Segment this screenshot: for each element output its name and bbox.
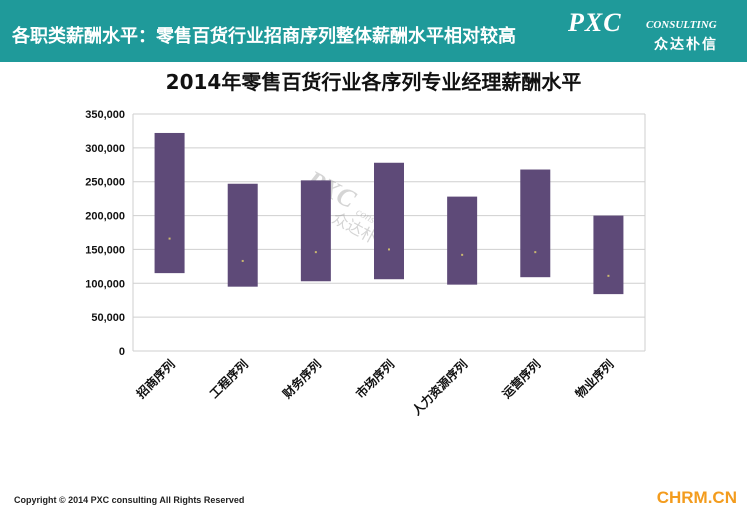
y-tick-label: 50,000 <box>91 312 125 324</box>
y-tick-label: 350,000 <box>85 109 125 121</box>
range-bar <box>300 180 331 282</box>
median-marker <box>607 274 610 277</box>
x-tick-label: 运营序列 <box>499 357 544 402</box>
logo-main-text: PXC <box>568 8 622 37</box>
median-marker <box>461 253 464 256</box>
y-tick-label: 0 <box>119 346 125 358</box>
y-tick-labels: 0 50,000 100,000 150,000 200,000 250,000 300,0… <box>85 109 125 358</box>
median-marker <box>388 248 390 251</box>
range-bar <box>593 215 624 295</box>
x-tick-label: 工程序列 <box>206 357 251 402</box>
logo-cn-text: 众达朴信 <box>654 37 718 53</box>
range-bar <box>154 132 185 274</box>
bars <box>154 132 624 295</box>
range-bar <box>374 162 404 280</box>
pxc-logo: PXC CONSULTING 众达朴信 <box>562 8 737 54</box>
range-bar <box>447 196 478 285</box>
x-tick-label: 物业序列 <box>572 357 617 402</box>
median-marker <box>168 237 171 240</box>
y-tick-label: 300,000 <box>85 143 125 155</box>
median-marker <box>241 259 244 262</box>
median-marker <box>314 251 317 254</box>
x-tick-label: 财务序列 <box>279 357 324 402</box>
x-tick-label: 市场序列 <box>353 357 398 402</box>
y-tick-label: 100,000 <box>85 278 125 290</box>
y-tick-label: 200,000 <box>85 211 125 223</box>
page-title: 各职类薪酬水平：零售百货行业招商序列整体薪酬水平相对较高 <box>12 26 516 47</box>
x-tick-label: 人力资源序列 <box>409 357 471 419</box>
chart-title: 2014年零售百货行业各序列专业经理薪酬水平 <box>165 70 582 94</box>
header-bar: 各职类薪酬水平：零售百货行业招商序列整体薪酬水平相对较高 PXC CONSULT… <box>0 0 747 62</box>
brand-label: CHRM.CN <box>656 488 737 507</box>
logo-sub-text: CONSULTING <box>646 19 717 31</box>
range-bar <box>520 169 551 278</box>
median-marker <box>534 251 537 254</box>
copyright-text: Copyright © 2014 PXC consulting All Righ… <box>14 495 245 505</box>
x-tick-label: 招商序列 <box>133 357 178 402</box>
y-tick-label: 250,000 <box>85 177 125 189</box>
y-tick-label: 150,000 <box>85 244 125 256</box>
x-tick-labels: 招商序列 工程序列 财务序列 市场序列 人力资源序列 运营序列 物业序列 <box>133 357 616 419</box>
range-bar <box>227 183 258 287</box>
